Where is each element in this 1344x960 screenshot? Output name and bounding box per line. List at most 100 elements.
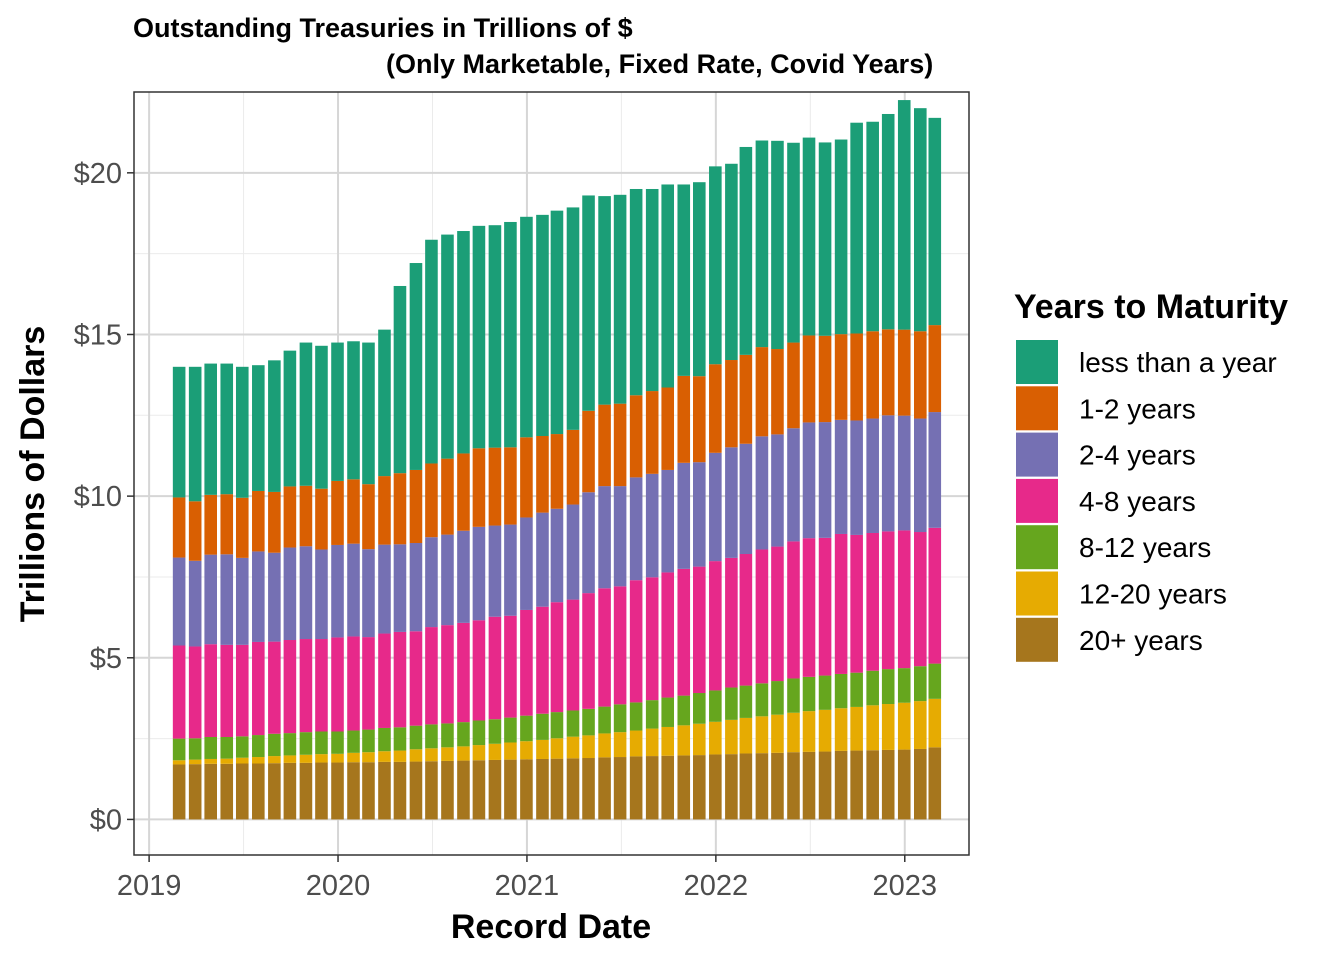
bar-segment [235,763,249,820]
bar-segment [393,750,407,762]
bar-segment [787,678,800,713]
bar-segment [188,560,202,647]
bar-segment [409,543,423,632]
bar-segment [268,756,281,764]
bar-segment [677,568,691,696]
bar-segment [252,551,265,642]
bar-segment [283,762,297,820]
bar-segment [504,759,517,820]
bar-segment [582,735,595,759]
bar-segment [897,702,911,750]
legend-label: 2-4 years [1079,440,1196,471]
bar-segment [677,184,691,376]
bar-segment [881,704,895,750]
bar-segment [235,644,249,737]
legend: Years to Maturity less than a year 1-2 ye… [1014,288,1288,662]
bar-segment [693,376,706,463]
bar-segment [441,458,454,535]
bar-segment [235,366,249,498]
bar-segment [472,448,486,527]
bar-segment [393,544,407,632]
y-axis-title: Trillions of Dollars [14,326,52,623]
bar-segment [850,672,863,707]
bar-segment [598,733,611,758]
bar-segment [755,140,769,348]
bar-segment [928,527,942,664]
bar-segment [802,538,816,677]
bar-segment [504,615,517,718]
bar-segment [661,184,675,388]
bar-segment [504,221,517,448]
bar-segment [834,708,848,751]
bar-segment [897,530,911,669]
bar-segment [409,725,423,750]
bar-segment [425,239,438,464]
legend-label: 4-8 years [1079,486,1196,517]
bar-segment [661,572,675,698]
bar-segment [725,163,738,361]
bar-segment [425,627,438,725]
bar-segment [866,331,879,419]
bar-segment [709,721,722,755]
bar-segment [928,747,942,820]
bar-segment [645,756,659,820]
bar-segment [362,637,375,730]
bar-segment [677,755,691,820]
bar-segment [866,750,879,820]
bar-segment [315,754,328,763]
bar-segment [928,325,942,413]
bar-segment [536,758,549,820]
bar-segment [914,331,927,419]
bar-segment [536,606,549,714]
bar-segment [629,756,643,820]
bar-segment [787,342,800,429]
bar-segment [172,366,186,498]
bar-segment [802,422,816,539]
bar-segment [613,486,627,587]
bar-segment [550,508,564,603]
bar-segment [204,554,217,645]
bar-segment [755,716,769,754]
bar-segment [441,625,454,724]
bar-segment [268,360,281,492]
y-tick-label: $15 [74,319,122,351]
bar-segment [472,526,486,621]
bar-segment [204,763,217,820]
bar-segment [299,754,313,763]
bar-segment [550,758,564,820]
bar-segment [441,234,454,459]
legend-label: less than a year [1079,347,1277,378]
bar-segment [629,395,643,478]
bar-segment [818,335,832,423]
bar-segment [299,485,313,547]
bar-segment [661,726,675,756]
bar-segment [802,137,816,336]
bar-segment [472,745,486,761]
bar-segment [598,706,611,734]
bar-segment [378,544,391,634]
y-tick-label: $5 [90,643,122,675]
bar-segment [550,738,564,759]
bar-segment [488,525,502,617]
bar-segment [315,345,328,489]
bar-segment [613,194,627,404]
bar-segment [362,342,375,485]
bar-segment [914,748,927,820]
bar-segment [409,263,423,470]
bar-segment [914,108,927,332]
bar-segment [268,491,281,553]
bar-segment [520,715,533,742]
bar-segment [881,329,895,416]
bar-segment [725,687,738,720]
bar-segment [582,708,595,736]
bar-segment [378,751,391,762]
bar-segment [677,375,691,463]
bar-segment [283,486,297,548]
legend-key [1016,432,1058,477]
bar-segment [425,537,438,628]
bar-segment [457,231,470,454]
bar-segment [802,711,816,752]
bar-segment [771,714,784,753]
bar-segment [347,730,360,753]
